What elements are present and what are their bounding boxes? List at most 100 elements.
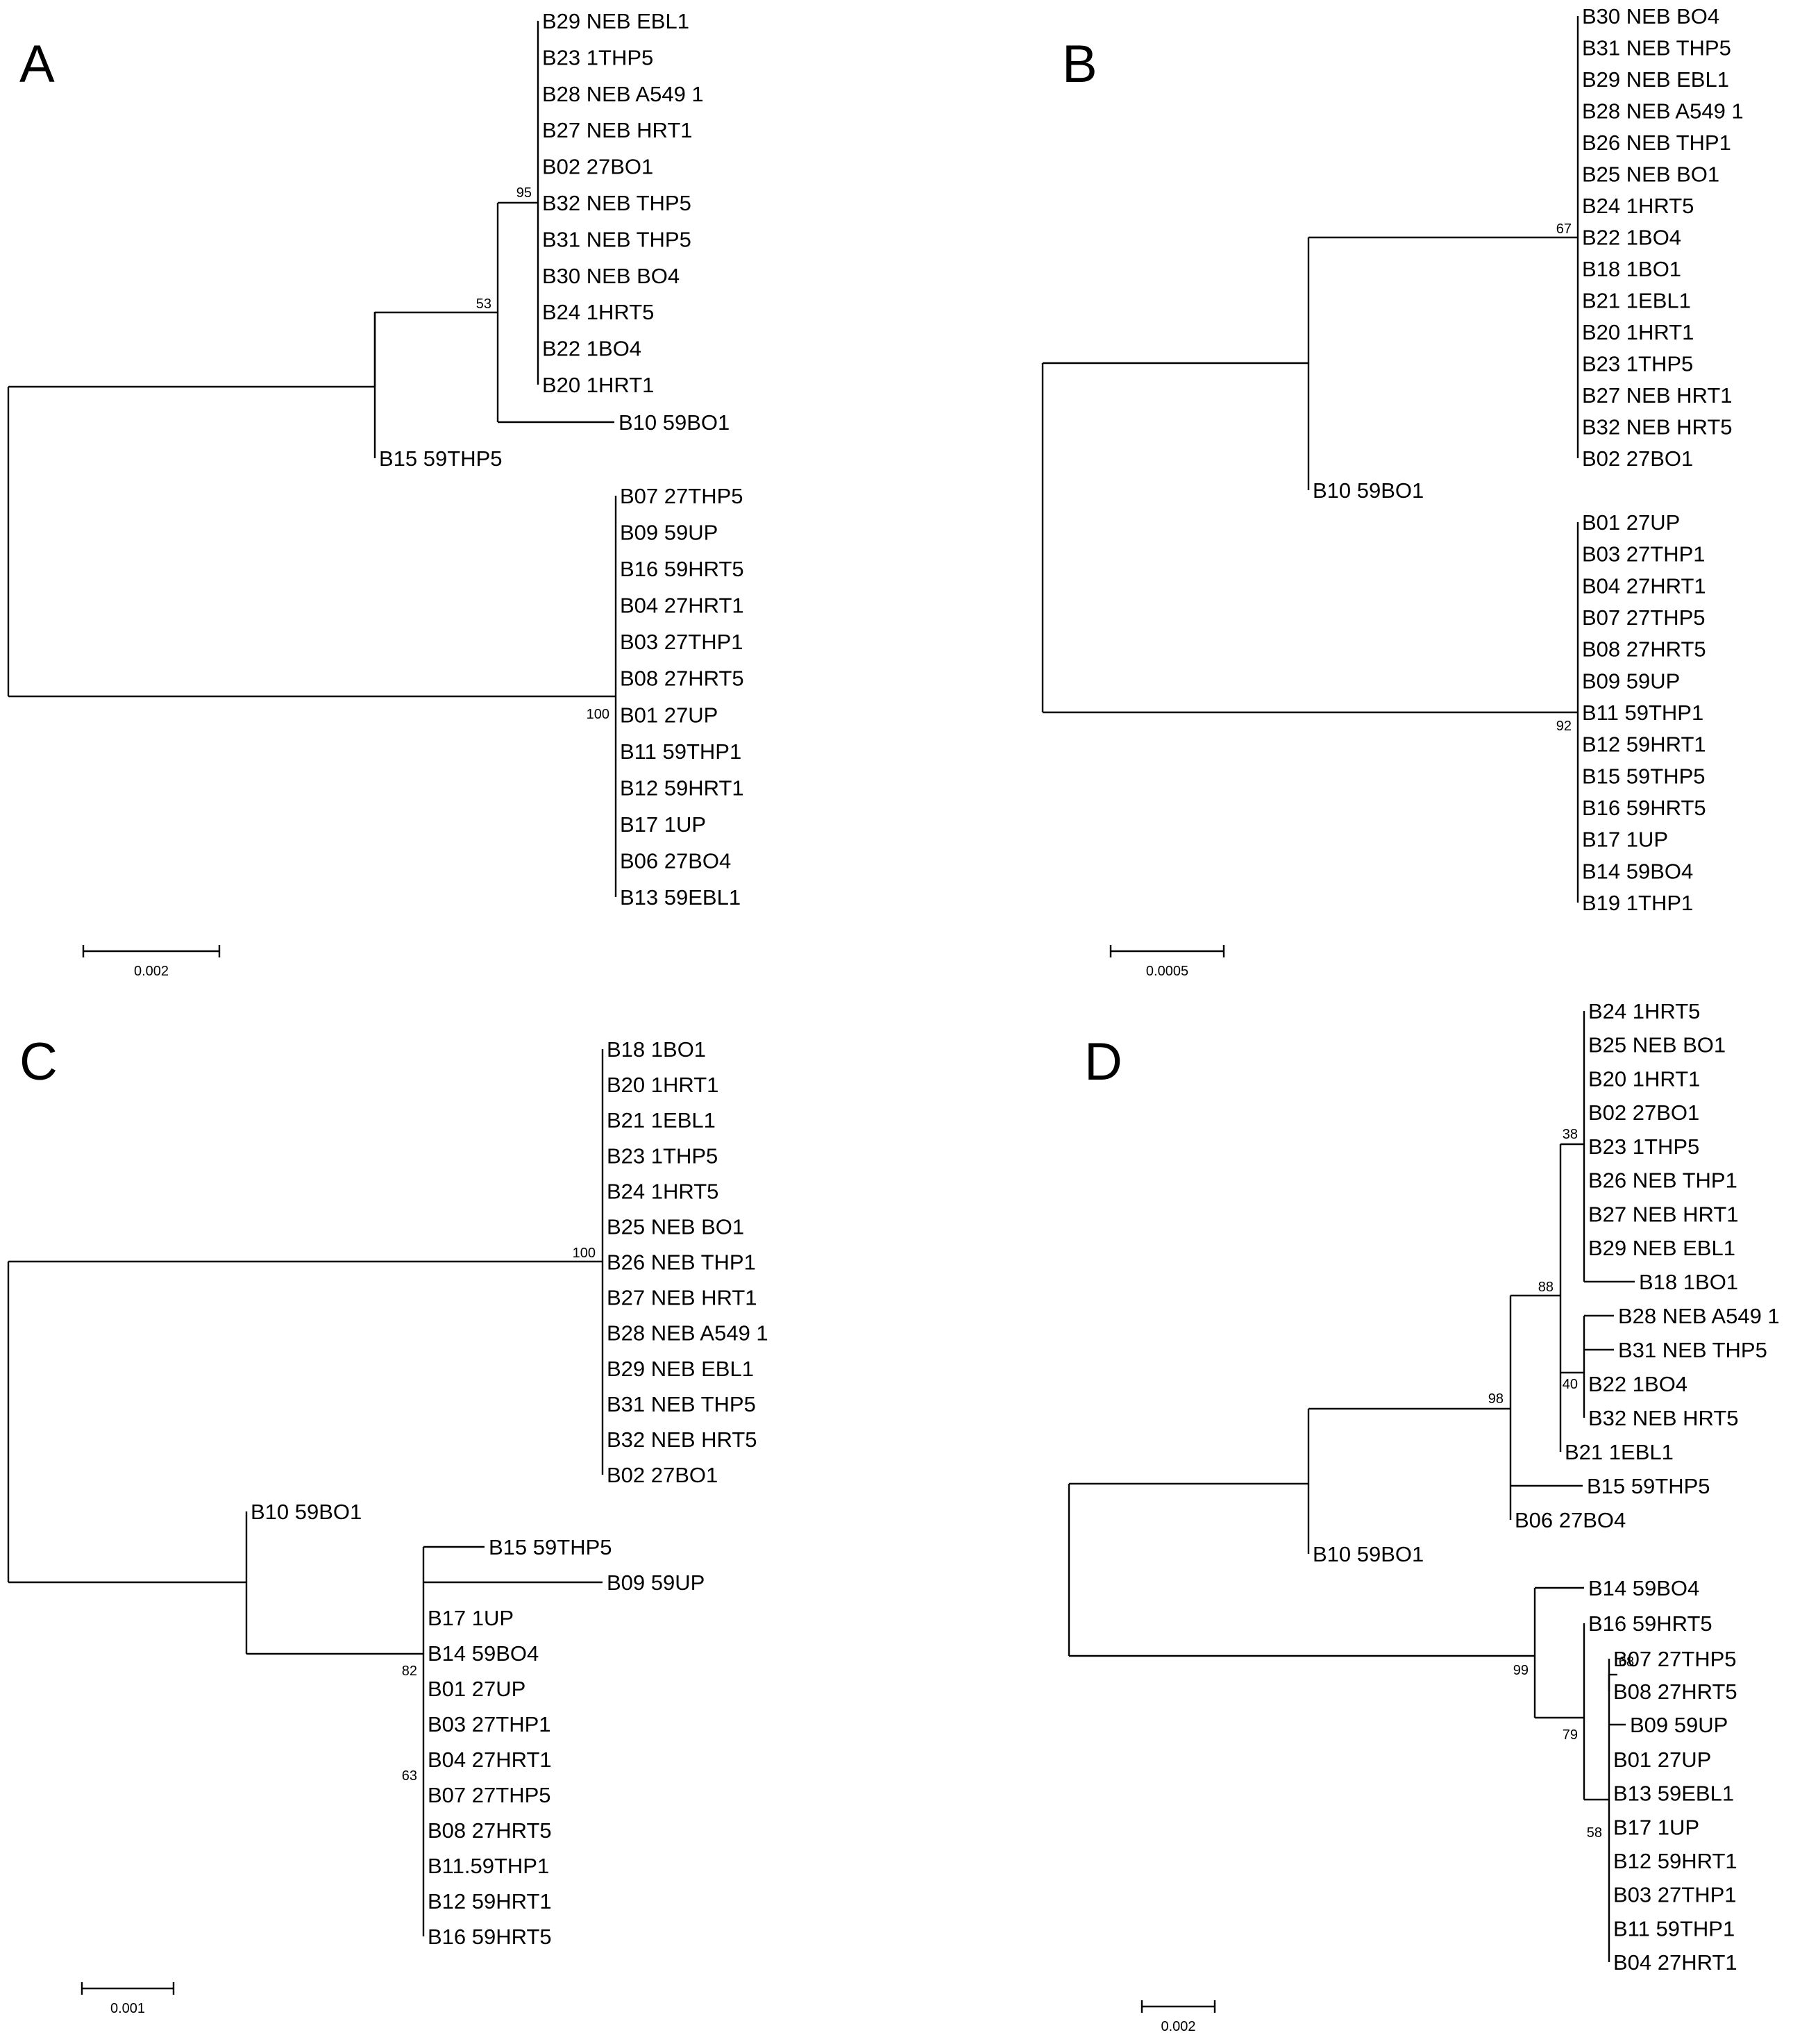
panel-label-d: D [1084,1032,1122,1091]
leaf-label-b27-neb-hrt1: B27 NEB HRT1 [1588,1202,1739,1226]
leaf-label-b11-59thp1: B11 59THP1 [620,739,741,764]
leaf-label-b10-59bo1: B10 59BO1 [1313,478,1424,503]
bootstrap-value: 79 [1563,1727,1578,1743]
leaf-label-b07-27thp5: B07 27THP5 [428,1783,551,1807]
bootstrap-value: 58 [1587,1825,1602,1841]
bootstrap-value: 99 [1513,1663,1529,1678]
leaf-label-b15-59thp5: B15 59THP5 [1587,1474,1710,1498]
leaf-label-b10-59bo1: B10 59BO1 [618,410,730,435]
leaf-label-b04-27hrt1: B04 27HRT1 [428,1748,552,1772]
leaf-label-b02-27bo1: B02 27BO1 [1582,446,1693,471]
leaf-label-b14-59bo4: B14 59BO4 [428,1641,539,1666]
leaf-label-b32-neb-hrt5: B32 NEB HRT5 [607,1427,757,1452]
leaf-label-b02-27bo1: B02 27BO1 [1588,1100,1699,1125]
leaf-label-b32-neb-thp5: B32 NEB THP5 [542,191,691,215]
leaf-label-b28-neb-a549-1: B28 NEB A549 1 [607,1321,768,1346]
leaf-label-b25-neb-bo1: B25 NEB BO1 [1588,1033,1726,1057]
leaf-label-b31-neb-thp5: B31 NEB THP5 [607,1392,756,1416]
bootstrap-value: 100 [587,707,609,722]
leaf-label-b28-neb-a549-1: B28 NEB A549 1 [1582,99,1744,124]
leaf-label-b20-1hrt1: B20 1HRT1 [1588,1066,1700,1091]
leaf-label-b27-neb-hrt1: B27 NEB HRT1 [1582,383,1733,408]
leaf-label-b21-1ebl1: B21 1EBL1 [1582,289,1691,313]
leaf-label-b27-neb-hrt1: B27 NEB HRT1 [542,118,693,142]
leaf-label-b15-59thp5: B15 59THP5 [489,1535,612,1559]
leaf-label-b01-27up: B01 27UP [1582,510,1680,535]
leaf-label-b07-27thp5: B07 27THP5 [1613,1647,1737,1671]
leaf-label-b13-59ebl1: B13 59EBL1 [620,885,741,910]
leaf-label-b25-neb-bo1: B25 NEB BO1 [607,1214,744,1239]
leaf-label-b31-neb-thp5: B31 NEB THP5 [1582,36,1731,60]
scale-value: 0.002 [134,964,169,979]
leaf-label-b02-27bo1: B02 27BO1 [542,155,653,179]
scale-value: 0.002 [1161,2019,1195,2034]
leaf-label-b24-1hrt5: B24 1HRT5 [1588,999,1700,1023]
leaf-label-b22-1bo4: B22 1BO4 [542,337,641,361]
bootstrap-value: 38 [1563,1127,1578,1142]
leaf-label-b13-59ebl1: B13 59EBL1 [1613,1782,1734,1806]
leaf-label-b12-59hrt1: B12 59HRT1 [428,1889,552,1913]
leaf-label-b24-1hrt5: B24 1HRT5 [542,300,654,324]
leaf-label-b10-59bo1: B10 59BO1 [1313,1542,1424,1566]
leaf-label-b17-1up: B17 1UP [1582,828,1668,852]
leaf-label-b23-1thp5: B23 1THP5 [542,45,653,69]
leaf-label-b29-neb-ebl1: B29 NEB EBL1 [1582,67,1729,92]
leaf-label-b26-neb-thp1: B26 NEB THP1 [1588,1168,1737,1193]
bootstrap-value: 92 [1556,719,1572,734]
leaf-label-b10-59bo1: B10 59BO1 [251,1500,362,1524]
leaf-label-b32-neb-hrt5: B32 NEB HRT5 [1588,1406,1739,1430]
leaf-label-b14-59bo4: B14 59BO4 [1588,1576,1699,1600]
leaf-label-b03-27thp1: B03 27THP1 [1613,1883,1737,1907]
bootstrap-value: 63 [402,1768,417,1784]
leaf-label-b22-1bo4: B22 1BO4 [1582,226,1681,250]
leaf-label-b30-neb-bo4: B30 NEB BO4 [542,264,680,288]
leaf-label-b12-59hrt1: B12 59HRT1 [620,776,744,800]
leaf-label-b18-1bo1: B18 1BO1 [607,1037,706,1062]
bootstrap-value: 82 [402,1664,417,1679]
leaf-label-b18-1bo1: B18 1BO1 [1582,257,1681,281]
bootstrap-value: 88 [1538,1280,1554,1295]
panel-label-b: B [1062,35,1097,94]
leaf-label-b06-27bo4: B06 27BO4 [620,848,731,873]
leaf-label-b20-1hrt1: B20 1HRT1 [607,1073,718,1097]
leaf-label-b03-27thp1: B03 27THP1 [1582,542,1706,567]
leaf-label-b28-neb-a549-1: B28 NEB A549 1 [542,82,704,106]
leaf-label-b08-27hrt5: B08 27HRT5 [620,667,744,691]
leaf-label-b09-59up: B09 59UP [620,521,718,545]
leaf-label-b15-59thp5: B15 59THP5 [379,446,503,471]
leaf-label-b03-27thp1: B03 27THP1 [428,1712,551,1736]
leaf-label-b25-neb-bo1: B25 NEB BO1 [1582,162,1719,187]
leaf-label-b20-1hrt1: B20 1HRT1 [1582,320,1694,344]
panel-label-a: A [19,35,55,94]
leaf-label-b27-neb-hrt1: B27 NEB HRT1 [607,1286,757,1310]
bootstrap-value: 95 [516,185,532,201]
leaf-label-b08-27hrt5: B08 27HRT5 [428,1818,552,1843]
leaf-label-b31-neb-thp5: B31 NEB THP5 [542,227,691,251]
leaf-label-b08-27hrt5: B08 27HRT5 [1582,637,1706,662]
leaf-label-b16-59hrt5: B16 59HRT5 [620,557,744,581]
leaf-label-b28-neb-a549-1: B28 NEB A549 1 [1618,1304,1780,1328]
bootstrap-value: 100 [573,1246,596,1261]
leaf-label-b17-1up: B17 1UP [428,1606,514,1630]
leaf-label-b16-59hrt5: B16 59HRT5 [1588,1611,1712,1636]
leaf-label-b09-59up: B09 59UP [1582,669,1680,693]
leaf-label-b32-neb-hrt5: B32 NEB HRT5 [1582,415,1733,439]
leaf-label-b20-1hrt1: B20 1HRT1 [542,373,654,397]
bootstrap-value: 53 [476,296,491,312]
leaf-label-b01-27up: B01 27UP [1613,1748,1711,1772]
leaf-label-b04-27hrt1: B04 27HRT1 [1613,1950,1737,1975]
leaf-label-b11-59thp1: B11 59THP1 [1582,701,1703,725]
leaf-label-b07-27thp5: B07 27THP5 [1582,605,1706,630]
leaf-label-b21-1ebl1: B21 1EBL1 [1565,1440,1674,1464]
panel-label-c: C [19,1032,58,1091]
leaf-label-b09-59up: B09 59UP [607,1570,705,1595]
leaf-label-b17-1up: B17 1UP [1613,1815,1699,1839]
leaf-label-b04-27hrt1: B04 27HRT1 [620,594,744,618]
leaf-label-b16-59hrt5: B16 59HRT5 [428,1925,552,1949]
leaf-label-b24-1hrt5: B24 1HRT5 [1582,194,1694,218]
leaf-label-b23-1thp5: B23 1THP5 [1588,1134,1699,1159]
leaf-label-b11-59thp1: B11 59THP1 [1613,1916,1735,1941]
leaf-label-b31-neb-thp5: B31 NEB THP5 [1618,1338,1767,1362]
leaf-label-b01-27up: B01 27UP [620,703,718,727]
leaf-label-b19-1thp1: B19 1THP1 [1582,891,1693,915]
